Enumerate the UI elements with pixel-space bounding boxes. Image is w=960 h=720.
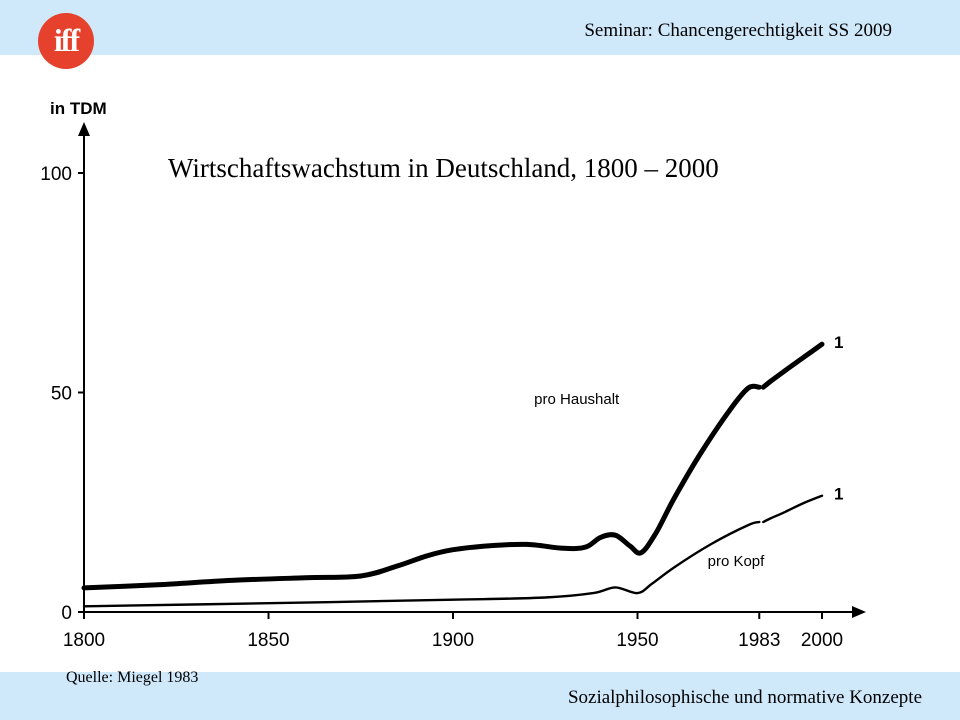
header-bar bbox=[0, 0, 960, 55]
series-pro-kopf-line bbox=[82, 520, 761, 608]
footer-bar bbox=[0, 672, 960, 720]
series-lines bbox=[81, 341, 825, 608]
source-note: Quelle: Miegel 1983 bbox=[66, 669, 199, 686]
x-axis-arrow bbox=[852, 606, 866, 618]
x-tick-label: 2000 bbox=[801, 630, 843, 651]
course-title: Sozialphilosophische und normative Konze… bbox=[567, 687, 922, 708]
axis-ticks: 1800 1850 1900 1950 1983 2000 0 50 100 bbox=[40, 164, 843, 651]
series-label-pro-kopf: pro Kopf bbox=[708, 553, 766, 570]
series-label-pro-haushalt: pro Haushalt bbox=[534, 391, 620, 408]
axes bbox=[78, 122, 866, 618]
x-tick-label: 1983 bbox=[738, 630, 780, 651]
series-pro-haushalt-line bbox=[81, 383, 762, 591]
x-tick-label: 1950 bbox=[616, 630, 658, 651]
seminar-title: Seminar: Chancengerechtigkeit SS 2009 bbox=[584, 20, 892, 41]
y-tick-label: 0 bbox=[61, 603, 72, 624]
x-tick-label: 1900 bbox=[432, 630, 474, 651]
series-pro-haushalt-line-continued bbox=[760, 341, 825, 390]
x-tick-label: 1850 bbox=[247, 630, 289, 651]
iff-logo: iff bbox=[38, 13, 94, 69]
y-tick-label: 50 bbox=[51, 384, 72, 405]
y-axis-arrow bbox=[78, 122, 90, 136]
series-labels: 1 1 pro Haushalt pro Kopf bbox=[534, 333, 843, 570]
x-tick-label: 1800 bbox=[63, 630, 105, 651]
series-end-label: 1 bbox=[834, 333, 843, 352]
y-tick-label: 100 bbox=[40, 164, 72, 185]
y-axis-unit-label: in TDM bbox=[50, 99, 107, 118]
series-end-label: 1 bbox=[834, 485, 843, 504]
series-pro-kopf-line-continued bbox=[762, 494, 824, 524]
chart-title: Wirtschaftswachstum in Deutschland, 1800… bbox=[168, 153, 719, 183]
